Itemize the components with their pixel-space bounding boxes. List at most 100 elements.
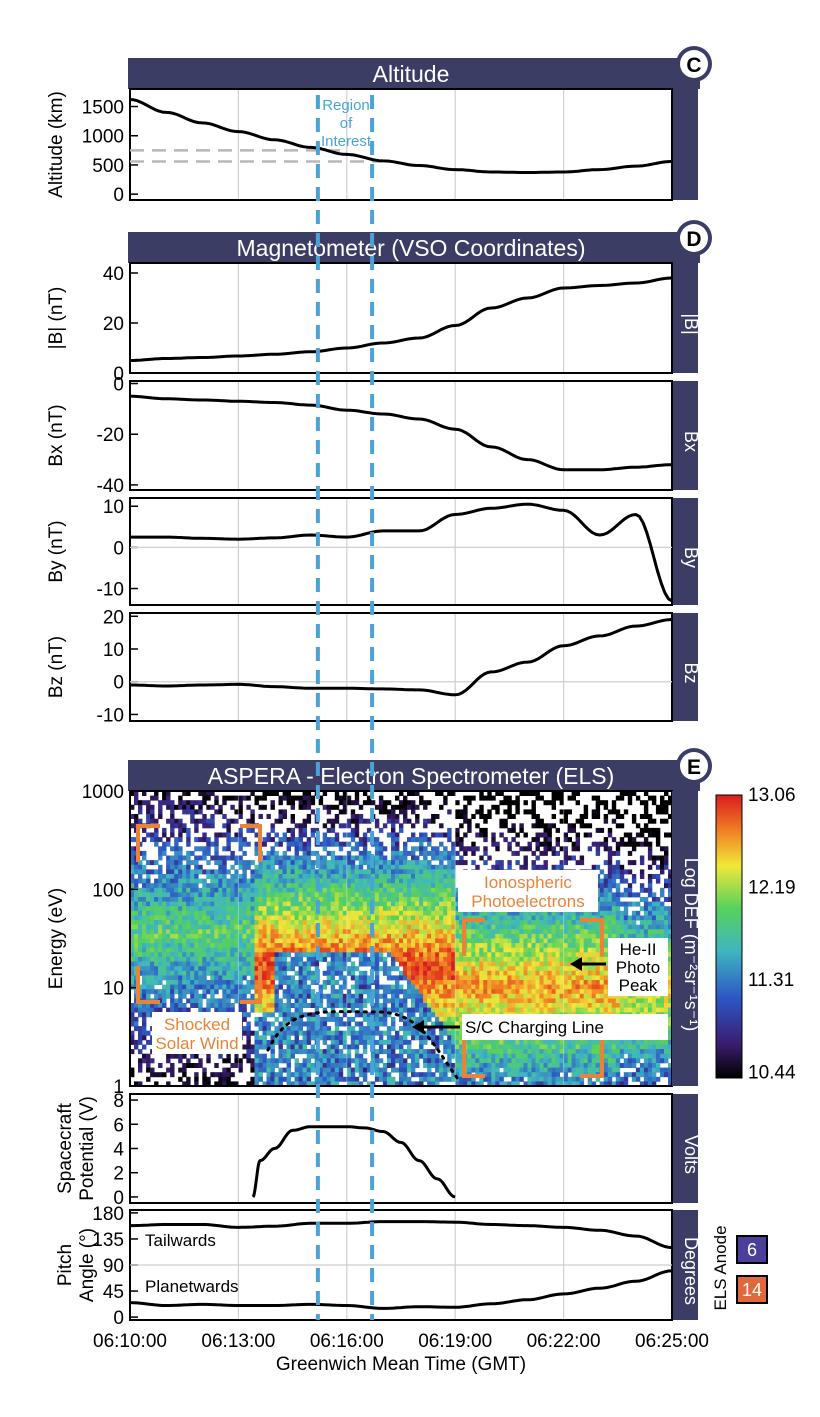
els-cell: [487, 993, 492, 999]
els-cell: [350, 1067, 356, 1073]
els-cell: [134, 956, 139, 962]
els-cell: [202, 933, 207, 939]
els-cell: [423, 998, 428, 1004]
els-cell: [258, 1063, 263, 1068]
els-cell: [447, 1049, 452, 1055]
els-cell: [250, 966, 255, 972]
els-cell: [483, 1058, 488, 1064]
els-cell: [246, 984, 251, 990]
els-cell: [254, 892, 259, 898]
els-cell: [290, 800, 295, 806]
els-cell: [154, 818, 159, 824]
els-cell: [407, 943, 412, 949]
els-cell: [483, 1039, 488, 1045]
els-cell: [330, 956, 336, 962]
els-cell: [431, 989, 436, 995]
els-cell: [158, 814, 163, 819]
els-cell: [407, 887, 412, 893]
els-cell: [270, 901, 275, 907]
els-cell: [330, 1053, 336, 1059]
els-cell: [507, 915, 512, 921]
els-cell: [459, 915, 464, 921]
els-cell: [222, 980, 227, 985]
els-cell: [370, 1058, 376, 1064]
els-cell: [254, 938, 259, 944]
els-cell: [182, 874, 187, 879]
els-cell: [427, 998, 432, 1004]
els-cell: [479, 929, 484, 935]
els-cell: [503, 929, 508, 935]
els-cell: [298, 874, 303, 879]
els-cell: [423, 933, 428, 939]
els-cell: [322, 1067, 328, 1073]
els-cell: [419, 878, 424, 884]
els-cell: [242, 1003, 247, 1008]
els-cell: [290, 1072, 295, 1078]
els-cell: [170, 924, 175, 930]
els-cell: [206, 1081, 211, 1087]
els-cell: [322, 887, 328, 893]
els-cell: [202, 1007, 207, 1013]
els-cell: [479, 961, 484, 967]
els-cell: [382, 910, 388, 916]
els-cell: [270, 920, 275, 926]
els-cell: [475, 989, 480, 995]
els-cell: [467, 938, 472, 944]
els-cell: [354, 1076, 360, 1082]
els-cell: [254, 1030, 259, 1036]
els-cell: [475, 938, 480, 944]
els-cell: [178, 910, 183, 916]
els-cell: [479, 1053, 484, 1059]
els-cell: [475, 984, 480, 990]
els-cell: [459, 1012, 464, 1018]
els-cell: [218, 1003, 223, 1008]
els-cell: [419, 832, 424, 838]
els-cell: [158, 980, 163, 985]
els-cell: [206, 933, 211, 939]
els-cell: [226, 975, 231, 981]
els-cell: [423, 1012, 428, 1018]
els-cell: [451, 956, 456, 962]
els-cell: [166, 980, 171, 985]
els-cell: [395, 998, 400, 1004]
els-cell: [170, 975, 175, 981]
els-cell: [314, 827, 320, 833]
els-cell: [238, 901, 243, 907]
els-cell: [322, 943, 328, 949]
els-cell: [411, 850, 416, 856]
els-cell: [174, 984, 179, 990]
els-cell: [322, 1058, 328, 1064]
els-cell: [246, 943, 251, 949]
els-cell: [435, 920, 440, 926]
els-cell: [427, 938, 432, 944]
els-cell: [370, 961, 376, 967]
els-cell: [262, 915, 267, 921]
els-cell: [190, 970, 195, 976]
els-cell: [523, 855, 528, 861]
magnetometer-header-bar: [128, 232, 700, 263]
els-cell: [439, 924, 444, 930]
els-cell: [206, 874, 211, 879]
els-cell: [503, 1053, 508, 1059]
els-cell: [206, 947, 211, 953]
els-cell: [491, 956, 496, 962]
els-cell: [378, 860, 384, 866]
els-cell: [278, 887, 283, 893]
els-cell: [423, 855, 428, 861]
els-cell: [186, 1063, 191, 1068]
els-cell: [491, 980, 496, 985]
els-cell: [334, 970, 340, 976]
els-cell: [326, 864, 332, 870]
els-cell: [294, 1003, 299, 1008]
els-cell: [154, 897, 159, 902]
els-cell: [218, 874, 223, 879]
els-cell: [186, 975, 191, 981]
els-cell: [318, 924, 324, 930]
els-cell: [439, 980, 444, 985]
els-cell: [238, 860, 243, 866]
els-cell: [254, 961, 259, 967]
els-cell: [234, 989, 239, 995]
els-cell: [427, 901, 432, 907]
els-cell: [463, 814, 468, 819]
els-cell: [282, 975, 287, 981]
